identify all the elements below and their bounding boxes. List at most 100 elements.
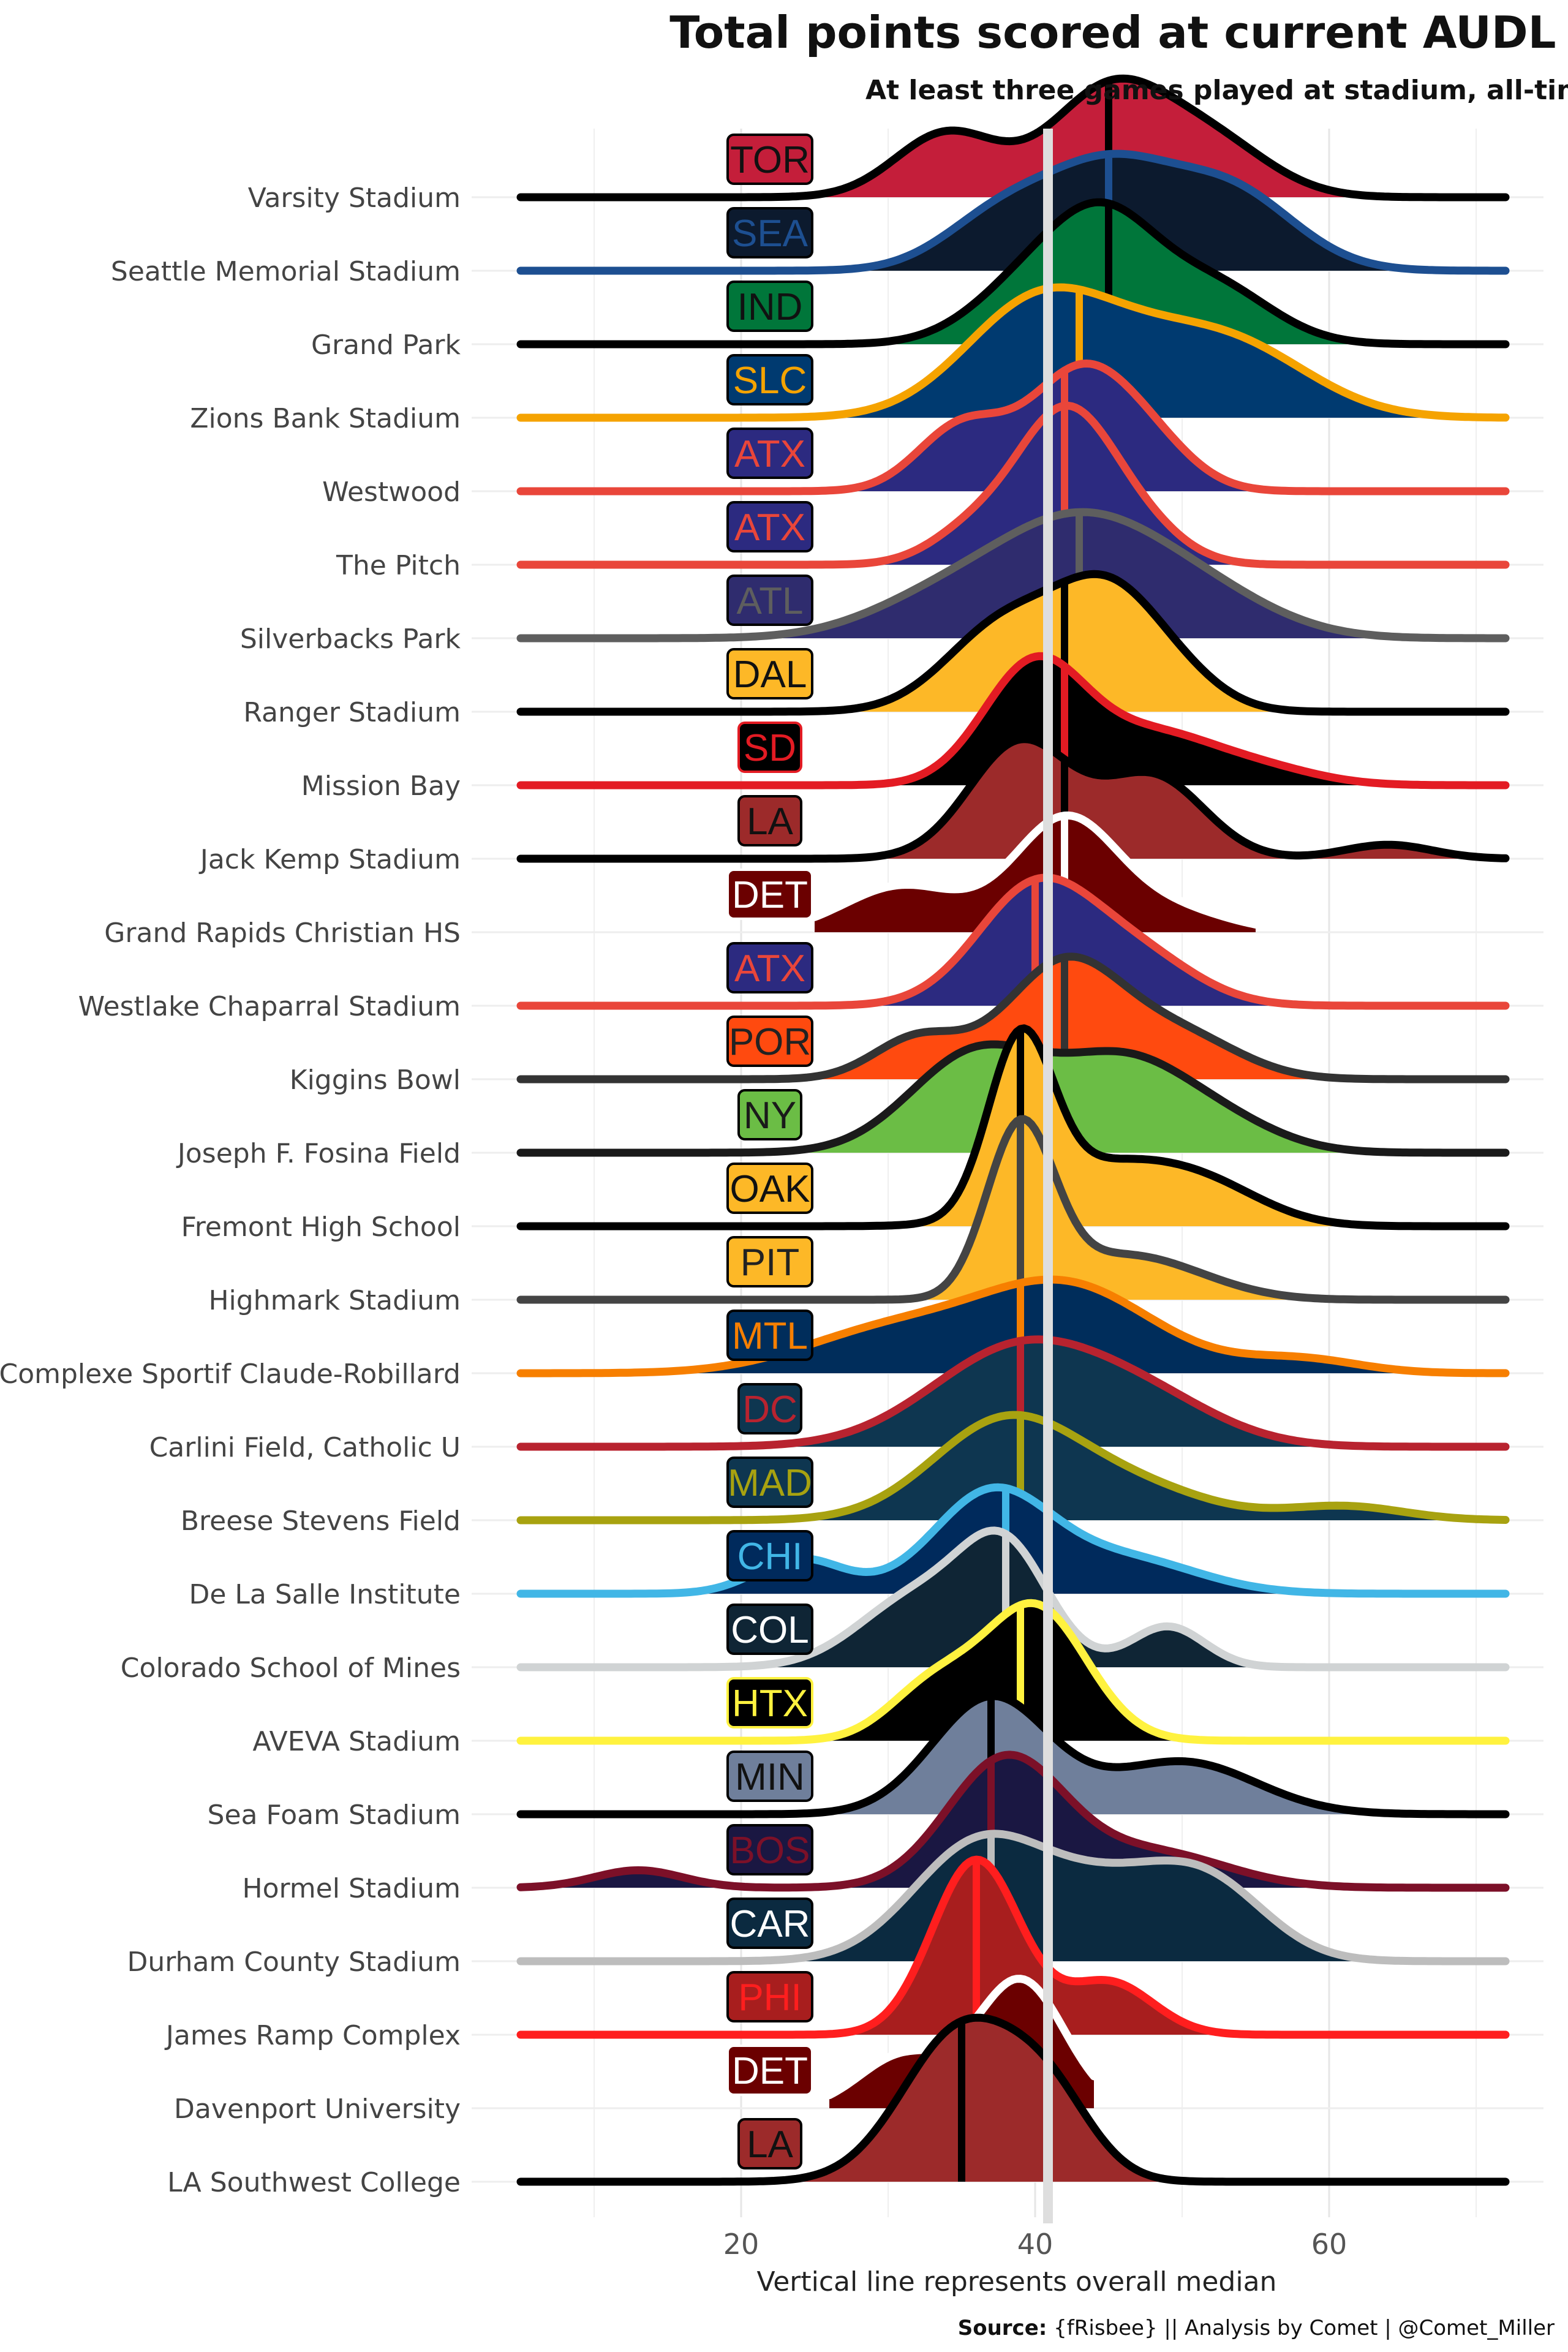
- ridge-fill: [521, 1339, 1506, 1447]
- stadium-label: Fremont High School: [181, 1212, 461, 1243]
- team-badge-text: SLC: [733, 360, 807, 402]
- team-badge-box: [726, 2045, 813, 2096]
- stadium-label: James Ramp Complex: [164, 2020, 461, 2051]
- stadium-label: Breese Stevens Field: [181, 1506, 461, 1537]
- ridge-pit: [516, 1115, 1510, 1304]
- ridge-fill: [521, 1119, 1506, 1300]
- ridge-fill: [521, 956, 1506, 1079]
- ridge-outline: [516, 1526, 1510, 1672]
- stadium-label: Mission Bay: [301, 771, 461, 802]
- team-badge-box: [726, 501, 813, 552]
- team-badge: DET: [726, 2045, 813, 2096]
- ridge-fill: [521, 1280, 1506, 1373]
- team-badge-box: [726, 1457, 813, 1508]
- ridge-atx: [516, 873, 1510, 1010]
- ridge-fill: [815, 815, 1256, 932]
- team-badge: LA: [737, 795, 802, 846]
- team-badge-box: [737, 722, 802, 773]
- team-badge-text: POR: [729, 1021, 811, 1063]
- ridges: [516, 74, 1510, 2186]
- ridge-outline: [810, 811, 1260, 929]
- ridge-fill: [521, 202, 1506, 344]
- team-badge: SD: [737, 722, 802, 773]
- x-tick-label: 60: [1311, 2228, 1348, 2261]
- team-badge-text: CHI: [737, 1536, 803, 1578]
- team-badge-text: DET: [732, 2050, 808, 2092]
- team-badge-box: [726, 1604, 813, 1655]
- team-badge-text: ATL: [736, 580, 803, 622]
- x-axis-title: Vertical line represents overall median: [757, 2266, 1277, 2297]
- stadium-labels: Varsity Stadium Seattle Memorial Stadium G…: [0, 183, 461, 2198]
- team-badge-text: CAR: [730, 1903, 810, 1945]
- team-badge: DET: [726, 869, 813, 920]
- team-badge-text: LA: [747, 801, 793, 843]
- stadium-label: Silverbacks Park: [240, 624, 461, 655]
- stadium-label: Kiggins Bowl: [290, 1065, 461, 1096]
- stadium-label: Highmark Stadium: [208, 1285, 461, 1316]
- stadium-label: Varsity Stadium: [248, 183, 461, 214]
- ridge-outline: [516, 149, 1510, 275]
- ridge-outline: [516, 1335, 1510, 1451]
- ridge-la: [516, 2013, 1510, 2186]
- team-badge: MTL: [726, 1310, 813, 1361]
- ridge-fill: [521, 1415, 1506, 1520]
- team-badge: CHI: [726, 1530, 813, 1581]
- team-badge: MAD: [726, 1457, 813, 1508]
- team-badge-text: DET: [732, 874, 808, 916]
- team-badge: SEA: [726, 207, 813, 258]
- ridge-outline: [516, 1830, 1510, 1966]
- team-badge: OAK: [726, 1163, 813, 1214]
- team-badge: DC: [737, 1383, 802, 1434]
- team-badge: BOS: [726, 1824, 813, 1875]
- team-badge-box: [726, 1898, 813, 1949]
- stadium-label: Ranger Stadium: [243, 697, 461, 728]
- team-badge-box: [726, 1163, 813, 1214]
- team-badge: NY: [737, 1089, 802, 1140]
- team-badge: ATX: [726, 942, 813, 993]
- team-badges: TOR SEA IND SLC ATX ATX ATL DAL SD LA DET ATX POR NY O…: [726, 134, 813, 2169]
- team-badge: CAR: [726, 1898, 813, 1949]
- ridge-outline: [516, 2013, 1510, 2186]
- team-badge: HTX: [726, 1677, 813, 1728]
- team-badge-text: TOR: [730, 139, 810, 181]
- chart-subtitle: At least three games played at stadium, …: [865, 75, 1568, 106]
- team-badge: PHI: [726, 1971, 813, 2022]
- team-badge-box: [726, 648, 813, 699]
- stadium-label: Westwood: [322, 477, 461, 508]
- team-badge-box: [737, 795, 802, 846]
- ridge-fill: [521, 78, 1506, 197]
- ridge-outline: [516, 1115, 1510, 1304]
- ridge-outline: [516, 360, 1510, 496]
- team-badge-box: [726, 1971, 813, 2022]
- ridge-fill: [521, 154, 1506, 271]
- ridge-outline: [516, 735, 1510, 863]
- team-badge-box: [726, 1016, 813, 1067]
- team-badge-text: LA: [747, 2124, 793, 2166]
- stadium-label: Complexe Sportif Claude-Robillard: [0, 1359, 461, 1390]
- team-badge: IND: [726, 281, 813, 332]
- team-badge-box: [737, 2118, 802, 2169]
- stadium-label: The Pitch: [336, 550, 461, 581]
- stadium-label: Westlake Chaparral Stadium: [78, 991, 461, 1022]
- team-badge: TOR: [726, 134, 813, 185]
- ridge-fill: [521, 512, 1506, 638]
- x-tick-label: 20: [723, 2228, 760, 2261]
- team-badge-text: ATX: [734, 433, 805, 475]
- stadium-label: Sea Foam Stadium: [208, 1800, 461, 1831]
- team-badge-text: PIT: [741, 1242, 799, 1284]
- team-badge: SLC: [726, 354, 813, 405]
- stadium-label: Joseph F. Fosina Field: [176, 1138, 461, 1169]
- ridge-fill: [521, 739, 1506, 859]
- team-badge: ATX: [726, 501, 813, 552]
- ridge-outline: [516, 873, 1510, 1010]
- ridge-fill: [521, 363, 1506, 491]
- team-badge-text: HTX: [732, 1683, 808, 1725]
- ridge-fill: [521, 1860, 1506, 2035]
- median-line: [1043, 129, 1053, 2223]
- x-tick-labels: 20 40 60: [723, 2228, 1348, 2261]
- team-badge: LA: [737, 2118, 802, 2169]
- team-badge-box: [726, 575, 813, 626]
- chart-caption: Source: {fRisbee} || Analysis by Comet |…: [958, 2316, 1555, 2340]
- team-badge-text: NY: [744, 1095, 796, 1137]
